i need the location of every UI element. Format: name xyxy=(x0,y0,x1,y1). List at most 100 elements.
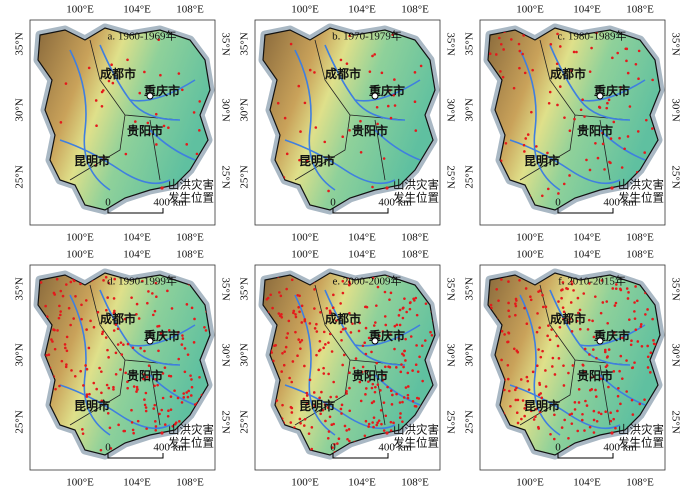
lat-label: 35°N xyxy=(239,277,251,300)
flood-point xyxy=(65,363,68,366)
panel-title: e. 2000-2009年 xyxy=(332,274,401,288)
flood-point xyxy=(413,299,416,302)
flood-point xyxy=(305,391,309,395)
flood-point xyxy=(386,104,390,108)
flood-point xyxy=(141,279,144,283)
city-label: 重庆市 xyxy=(369,83,405,98)
flood-point xyxy=(649,371,652,374)
flood-point xyxy=(634,62,638,66)
flood-point xyxy=(109,447,113,450)
lon-label: 108°E xyxy=(401,4,429,16)
flood-point xyxy=(552,437,556,441)
flood-point xyxy=(364,419,368,423)
flood-point xyxy=(296,293,300,297)
flood-point xyxy=(560,288,563,292)
city-label: 重庆市 xyxy=(369,328,405,343)
flood-point xyxy=(154,425,158,428)
flood-point xyxy=(517,42,521,46)
flood-point xyxy=(531,68,534,72)
river xyxy=(129,79,196,102)
flood-point xyxy=(577,388,581,391)
flood-point xyxy=(348,311,351,315)
flood-point xyxy=(377,419,381,422)
lat-label: 35°N xyxy=(669,32,681,55)
flood-point xyxy=(173,389,176,392)
flood-point xyxy=(189,394,193,397)
river xyxy=(69,49,111,191)
flood-point xyxy=(558,85,562,88)
flood-point xyxy=(182,396,186,399)
flood-point xyxy=(523,407,526,410)
flood-point xyxy=(609,137,613,140)
flood-point xyxy=(570,282,574,286)
legend-text: 山洪灾害 xyxy=(393,178,439,192)
flood-point xyxy=(324,419,327,423)
flood-point xyxy=(506,340,510,344)
flood-point xyxy=(383,290,387,294)
lat-label: 30°N xyxy=(239,343,251,366)
flood-point xyxy=(112,297,116,300)
flood-point xyxy=(630,398,634,402)
lat-label: 35°N xyxy=(464,277,476,300)
flood-point xyxy=(157,324,161,328)
flood-point xyxy=(527,388,531,391)
flood-point xyxy=(169,374,173,378)
flood-point xyxy=(406,396,410,400)
flood-point xyxy=(158,412,161,416)
flood-point xyxy=(506,377,510,381)
flood-point xyxy=(144,409,148,413)
river xyxy=(509,139,621,185)
flood-point xyxy=(538,289,542,293)
river xyxy=(69,294,111,436)
flood-point xyxy=(529,295,532,299)
flood-point xyxy=(181,337,185,340)
flood-point xyxy=(341,291,345,295)
flood-point xyxy=(340,403,344,407)
flood-point xyxy=(538,410,542,414)
river xyxy=(284,384,396,430)
flood-point xyxy=(541,349,544,353)
city-label: 成都市 xyxy=(550,66,586,81)
city-label: 成都市 xyxy=(325,66,361,81)
flood-point xyxy=(601,142,605,146)
flood-point xyxy=(372,416,376,419)
flood-point xyxy=(497,299,500,302)
flood-point xyxy=(272,359,275,363)
flood-point xyxy=(514,302,517,305)
flood-point xyxy=(649,351,653,355)
flood-point xyxy=(88,392,91,396)
flood-point xyxy=(283,350,286,353)
flood-point xyxy=(507,331,511,335)
flood-point xyxy=(519,378,523,381)
flood-point xyxy=(111,81,115,85)
flood-point xyxy=(541,305,545,309)
flood-point xyxy=(58,384,61,388)
flood-point xyxy=(614,301,618,305)
flood-point xyxy=(132,385,136,388)
flood-point xyxy=(282,363,286,367)
flood-point xyxy=(520,417,523,421)
city-label: 昆明市 xyxy=(299,153,335,168)
flood-point xyxy=(335,395,338,399)
flood-point xyxy=(572,289,575,292)
flood-point xyxy=(190,306,194,310)
flood-point xyxy=(614,426,617,430)
flood-point xyxy=(371,54,374,58)
flood-point xyxy=(290,278,294,282)
flood-point xyxy=(636,340,640,343)
flood-point xyxy=(65,335,69,339)
flood-point xyxy=(169,408,173,411)
flood-point xyxy=(137,317,141,320)
flood-point xyxy=(588,282,591,285)
flood-point xyxy=(631,413,635,416)
flood-point xyxy=(182,392,186,395)
flood-point xyxy=(305,402,309,406)
flood-point xyxy=(65,349,69,353)
flood-point xyxy=(166,289,169,293)
flood-point xyxy=(126,380,129,384)
flood-point xyxy=(628,318,631,321)
flood-point xyxy=(381,330,385,333)
